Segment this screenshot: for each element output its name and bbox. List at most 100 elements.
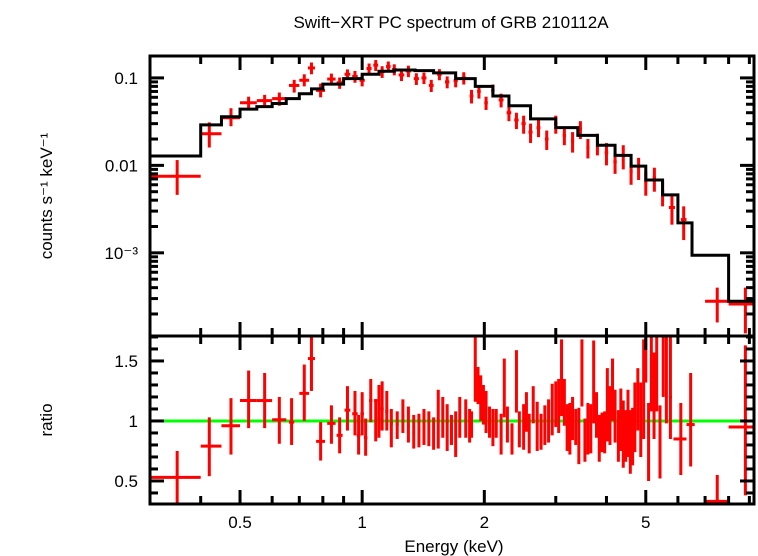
ratio-data-point (664, 336, 668, 424)
ratio-data-point (479, 375, 483, 421)
ratio-data-point (200, 417, 222, 477)
spectrum-data-point (316, 83, 326, 98)
spectrum-data-point (444, 76, 450, 89)
ratio-data-point (327, 405, 336, 444)
ratio-data-point (374, 399, 378, 442)
ratio-data-point (510, 423, 514, 455)
spectrum-data-point (668, 195, 675, 225)
ratio-data-point (649, 336, 653, 412)
ratio-data-point (441, 396, 445, 438)
ratio-data-point (583, 418, 587, 462)
spectrum-data-point (352, 70, 358, 83)
ratio-data-point (449, 414, 453, 445)
ratio-data-point (481, 384, 485, 425)
ratio-data-point (412, 414, 416, 449)
ratio-data-point (476, 366, 480, 405)
ratio-data-point (380, 381, 384, 431)
ratio-data-point (647, 402, 651, 481)
ratio-data-point (454, 411, 458, 457)
ratio-data-point (356, 414, 361, 455)
ratio-data-point (543, 405, 547, 445)
ratio-data-point (592, 340, 596, 424)
spectrum-data-point (307, 62, 315, 75)
x-tick-label: 2 (480, 513, 489, 532)
spectrum-data-point (728, 287, 754, 334)
ratio-data-point (597, 414, 601, 462)
spectrum-data-point (621, 145, 625, 170)
ratio-data-point (514, 350, 518, 413)
ratio-data-point (377, 384, 381, 438)
spectrum-data-point (705, 287, 729, 323)
ratio-data-point (626, 389, 630, 457)
ratio-data-point (586, 402, 590, 455)
spectrum-data-point (528, 123, 533, 144)
spectrum-panel: 0.1 0.01 10⁻³ counts s⁻¹ keV⁻¹ (37, 54, 756, 338)
ratio-data-point (611, 358, 615, 421)
ratio-data-point (605, 368, 609, 442)
ratio-data-point (352, 390, 358, 436)
ratio-data-point (565, 404, 569, 451)
ratio-data-series (150, 336, 754, 504)
ratio-data-point (624, 410, 628, 462)
spectrum-data-point (373, 60, 379, 71)
ratio-data-point (524, 392, 528, 432)
ratio-data-point (557, 378, 561, 433)
ratio-data-point (417, 413, 421, 448)
ratio-data-point (639, 382, 643, 457)
spectrum-data-point (562, 127, 567, 146)
ratio-data-point (336, 417, 343, 454)
ratio-data-point (401, 399, 405, 433)
ratio-data-point (531, 386, 535, 424)
spectrum-data-point (514, 112, 519, 130)
ratio-data-point (616, 410, 620, 462)
ratio-data-point (686, 372, 695, 467)
ratio-data-point (484, 390, 488, 433)
ratio-data-point (621, 400, 625, 468)
ratio-data-point (316, 422, 326, 461)
ratio-ylabel: ratio (37, 403, 56, 436)
spectrum-data-point (428, 79, 434, 92)
ratio-data-point (619, 388, 623, 451)
x-axis-label: Energy (keV) (404, 537, 503, 556)
ratio-data-point (594, 392, 598, 438)
ratio-data-point (488, 406, 492, 438)
ratio-data-point (422, 408, 426, 445)
ratio-data-point (221, 398, 241, 455)
ratio-data-point (668, 336, 672, 439)
ratio-data-point (491, 408, 495, 447)
ratio-data-point (427, 411, 431, 447)
ratio-data-point (636, 368, 640, 431)
ratio-data-point (458, 396, 462, 438)
spectrum-data-point (150, 160, 201, 195)
spectrum-data-point (604, 143, 609, 166)
ratio-data-point (432, 417, 436, 450)
ratio-data-point (502, 358, 506, 418)
ratio-data-point (299, 364, 310, 421)
spectrum-data-point (299, 74, 310, 87)
ratio-data-point (574, 408, 578, 445)
ratio-data-point (600, 412, 604, 453)
ratio-data-point (642, 339, 646, 439)
y-tick-label: 1 (129, 412, 138, 431)
spectrum-data-point (544, 130, 549, 150)
ratio-data-point (389, 408, 393, 448)
ratio-data-point (240, 370, 257, 429)
ratio-data-point (473, 336, 477, 402)
ratio-data-point (562, 378, 566, 426)
spectrum-data-point (570, 132, 575, 153)
ratio-data-point (613, 389, 617, 443)
spectrum-data-point (586, 139, 590, 159)
ratio-data-point (385, 390, 389, 431)
ratio-data-point (658, 405, 662, 479)
ratio-panel: 0.5 1 1.5 ratio (37, 334, 756, 506)
ratio-data-point (652, 352, 656, 439)
spectrum-data-point (484, 96, 488, 110)
ratio-frame (148, 334, 756, 506)
ratio-data-point (436, 389, 440, 449)
ratio-data-point (705, 474, 729, 504)
x-tick-label: 1 (357, 513, 366, 532)
ratio-data-point (628, 410, 632, 474)
spectrum-data-point (437, 69, 442, 81)
ratio-data-point (272, 396, 287, 444)
